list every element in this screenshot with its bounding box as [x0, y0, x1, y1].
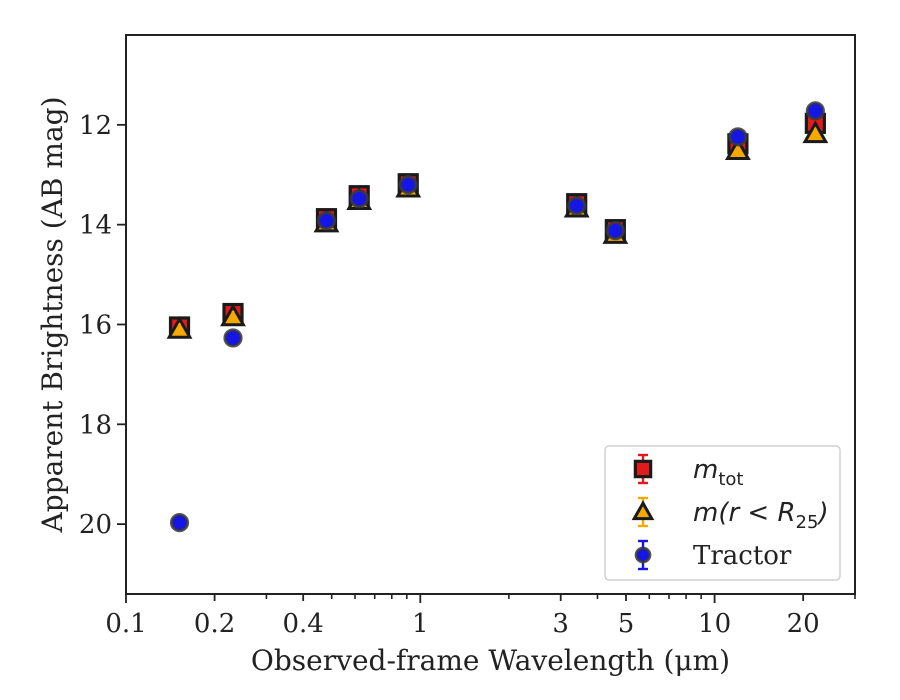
series-mtot	[168, 112, 826, 338]
y-tick-label: 18	[79, 410, 112, 440]
x-tick-label: 5	[618, 609, 635, 639]
x-tick-label: 1	[412, 609, 429, 639]
y-tick-label: 14	[79, 211, 112, 241]
y-tick-label: 20	[79, 510, 112, 540]
legend-marker-tractor	[634, 546, 652, 564]
y-tick-label: 16	[79, 310, 112, 340]
legend-marker-mtot	[633, 459, 653, 479]
legend-label-tractor: Tractor	[693, 541, 792, 571]
series-m25	[166, 120, 829, 339]
legend: mtot m(r < R25) Tractor	[604, 445, 841, 581]
legend-marker-m25	[631, 500, 655, 521]
x-tick-label: 0.2	[194, 609, 235, 639]
x-tick-label: 0.1	[105, 609, 146, 639]
legend-label-mtot: mtot	[693, 455, 743, 490]
x-tick-label: 20	[787, 609, 820, 639]
x-tick-label: 0.4	[283, 609, 324, 639]
data-points	[166, 101, 829, 533]
x-axis-ticks: 0.1 0.2 0.4 1 3 5 10 20	[105, 594, 856, 639]
series-tractor	[169, 101, 825, 533]
x-tick-label: 3	[552, 609, 569, 639]
plot-frame	[125, 34, 856, 595]
y-axis-label: Apparent Brightness (AB mag)	[36, 97, 69, 534]
x-tick-label: 10	[698, 609, 731, 639]
legend-box	[604, 445, 841, 581]
y-tick-label: 12	[79, 111, 112, 141]
x-axis-label: Observed-frame Wavelength (μm)	[251, 644, 730, 677]
y-axis-ticks: 12 14 16 18 20	[79, 111, 126, 540]
legend-label-m25: m(r < R25)	[693, 498, 829, 533]
